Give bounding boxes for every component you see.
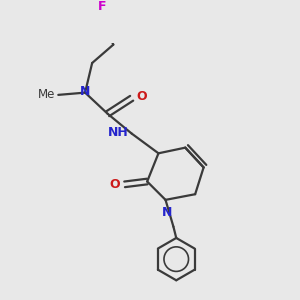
Text: O: O: [110, 178, 120, 191]
Text: O: O: [136, 90, 146, 104]
Text: N: N: [80, 85, 90, 98]
Text: Me: Me: [38, 88, 55, 101]
Text: F: F: [98, 0, 106, 13]
Text: NH: NH: [108, 127, 129, 140]
Text: N: N: [162, 206, 172, 219]
